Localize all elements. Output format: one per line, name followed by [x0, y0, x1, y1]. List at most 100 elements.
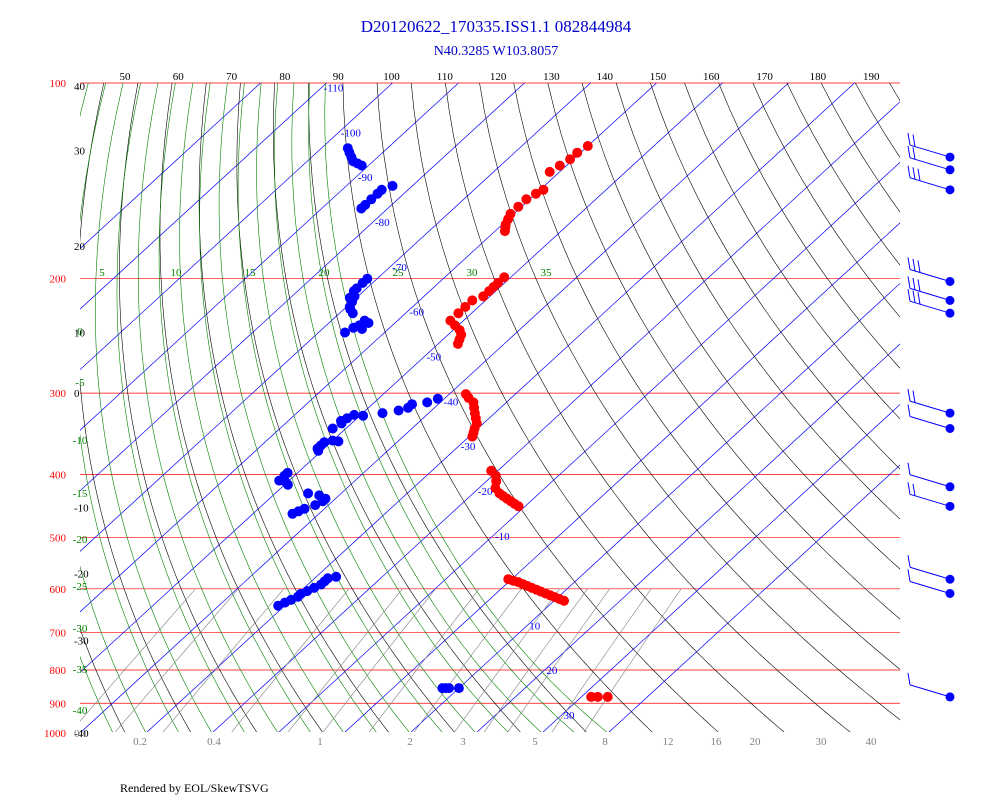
dry-adiabat-line — [786, 82, 900, 266]
isotherm-label: -110 — [324, 82, 344, 94]
moist-adiabat-top-label: 20 — [319, 267, 331, 279]
chart-title: D20120622_170335.ISS1.1 082844984 — [361, 17, 632, 36]
moist-adiabat-line — [274, 82, 509, 732]
pressure-tick-label: 500 — [50, 532, 67, 544]
mixing-ratio-line — [162, 588, 285, 732]
mixing-ratio-label: 12 — [663, 736, 674, 748]
mixing-ratio-label: 1 — [317, 736, 323, 748]
dry-adiabat-line — [718, 82, 900, 369]
wind-barb-staff — [909, 684, 951, 698]
mixing-ratio-label: 8 — [602, 736, 608, 748]
isotherm-label: -20 — [478, 486, 493, 498]
dewpoint-point — [274, 475, 285, 486]
wind-barb-staff — [909, 493, 951, 507]
wind-barb-staff — [909, 300, 951, 314]
dry-adiabat-label: -10 — [74, 503, 89, 515]
wind-barb — [907, 289, 955, 318]
moist-adiabat-line — [237, 82, 443, 732]
mixing-ratio-line — [322, 588, 436, 732]
dewpoint-point — [387, 180, 398, 191]
moist-adiabat-line — [158, 82, 311, 732]
wind-barb-staff — [909, 144, 951, 158]
render-credit: Rendered by EOL/SkewTSVG — [120, 781, 269, 795]
dry-adiabat-line — [752, 82, 900, 318]
moist-adiabat-line — [80, 82, 146, 732]
temperature-point — [554, 160, 565, 171]
dry-adiabat-top-label: 150 — [650, 71, 667, 83]
moist-adiabat-top-label: 25 — [393, 267, 405, 279]
temperature-point — [486, 465, 497, 476]
dewpoint-point — [319, 437, 330, 448]
moist-adiabat-top-label: 10 — [171, 267, 183, 279]
mixing-ratio-label: 5 — [532, 736, 538, 748]
dewpoint-point — [357, 324, 367, 334]
dry-adiabat-top-label: 180 — [810, 71, 827, 83]
isotherm-line — [80, 82, 261, 250]
dry-adiabat-top-label: 190 — [863, 71, 880, 83]
dewpoint-point — [322, 573, 333, 584]
dry-adiabat-line — [198, 82, 389, 732]
wind-barb-staff — [909, 415, 951, 429]
wind-barb-feather — [907, 132, 911, 146]
moist-adiabat-line — [95, 82, 212, 732]
dry-adiabat-line — [273, 82, 521, 732]
isotherm-label: -80 — [375, 217, 390, 229]
temperature-point — [565, 154, 576, 165]
wind-barb-feather — [917, 292, 921, 305]
moist-adiabat-line — [199, 82, 377, 732]
dry-adiabat-top-label: 130 — [543, 71, 560, 83]
moist-adiabat-left-label: -35 — [73, 664, 88, 676]
mixing-ratio-label: 2 — [407, 736, 413, 748]
dewpoint-point — [407, 399, 417, 410]
isotherm-label: 20 — [546, 665, 558, 677]
temperature-point — [544, 166, 555, 177]
dry-adiabat-label: 40 — [74, 81, 86, 93]
wind-barb-staff — [909, 177, 951, 191]
isotherm-label: -40 — [444, 396, 459, 408]
moist-adiabat-left-label: -30 — [73, 623, 88, 635]
dry-adiabat-label: 0 — [74, 388, 80, 400]
wind-barb — [907, 165, 955, 195]
moist-adiabat-left-label: -20 — [73, 534, 88, 546]
dry-adiabat-line — [236, 82, 455, 732]
moist-adiabat-line — [308, 82, 575, 732]
moist-adiabat-top-label: 5 — [99, 267, 105, 279]
mixing-ratio-label: 20 — [750, 736, 762, 748]
mixing-ratio-line — [114, 588, 239, 732]
temperature-point — [453, 308, 464, 319]
moist-adiabat-left-label: -5 — [75, 377, 85, 389]
pressure-tick-label: 900 — [50, 698, 67, 710]
wind-barb — [907, 462, 955, 492]
dry-adiabat-line — [479, 82, 900, 721]
isotherm-line — [476, 343, 900, 732]
mixing-ratio-label: 40 — [866, 736, 878, 748]
dewpoint-point — [303, 488, 314, 499]
dewpoint-point — [432, 393, 443, 404]
wind-barb-feather — [907, 462, 911, 475]
dry-adiabat-line — [650, 82, 900, 470]
mixing-ratio-line — [413, 588, 522, 732]
mixing-ratio-line — [80, 588, 196, 722]
wind-barb-feather — [912, 167, 916, 180]
wind-barb-staff — [909, 580, 951, 594]
wind-barb-staff — [909, 474, 951, 488]
isotherm-label: -60 — [409, 307, 424, 319]
dry-adiabat-label: -30 — [74, 635, 89, 647]
pressure-tick-label: 600 — [50, 584, 67, 596]
isotherm-label: 30 — [564, 710, 576, 722]
wind-barb-feather — [907, 555, 911, 568]
temperature-point — [538, 184, 549, 195]
dry-adiabat-line — [615, 82, 900, 520]
temperature-point — [513, 201, 524, 212]
wind-barb — [907, 555, 955, 584]
moist-adiabat-top-label: 15 — [245, 267, 257, 279]
wind-barb-feather — [917, 168, 921, 181]
wind-barb-staff — [909, 566, 951, 580]
wind-barb — [907, 404, 955, 433]
dry-adiabat-top-label: 120 — [490, 71, 507, 83]
wind-barb-feather — [912, 483, 916, 496]
dry-adiabat-line — [80, 82, 191, 732]
mixing-ratio-line — [231, 588, 350, 732]
dry-adiabat-top-label: 110 — [437, 71, 454, 83]
moist-adiabat-line — [291, 82, 542, 732]
